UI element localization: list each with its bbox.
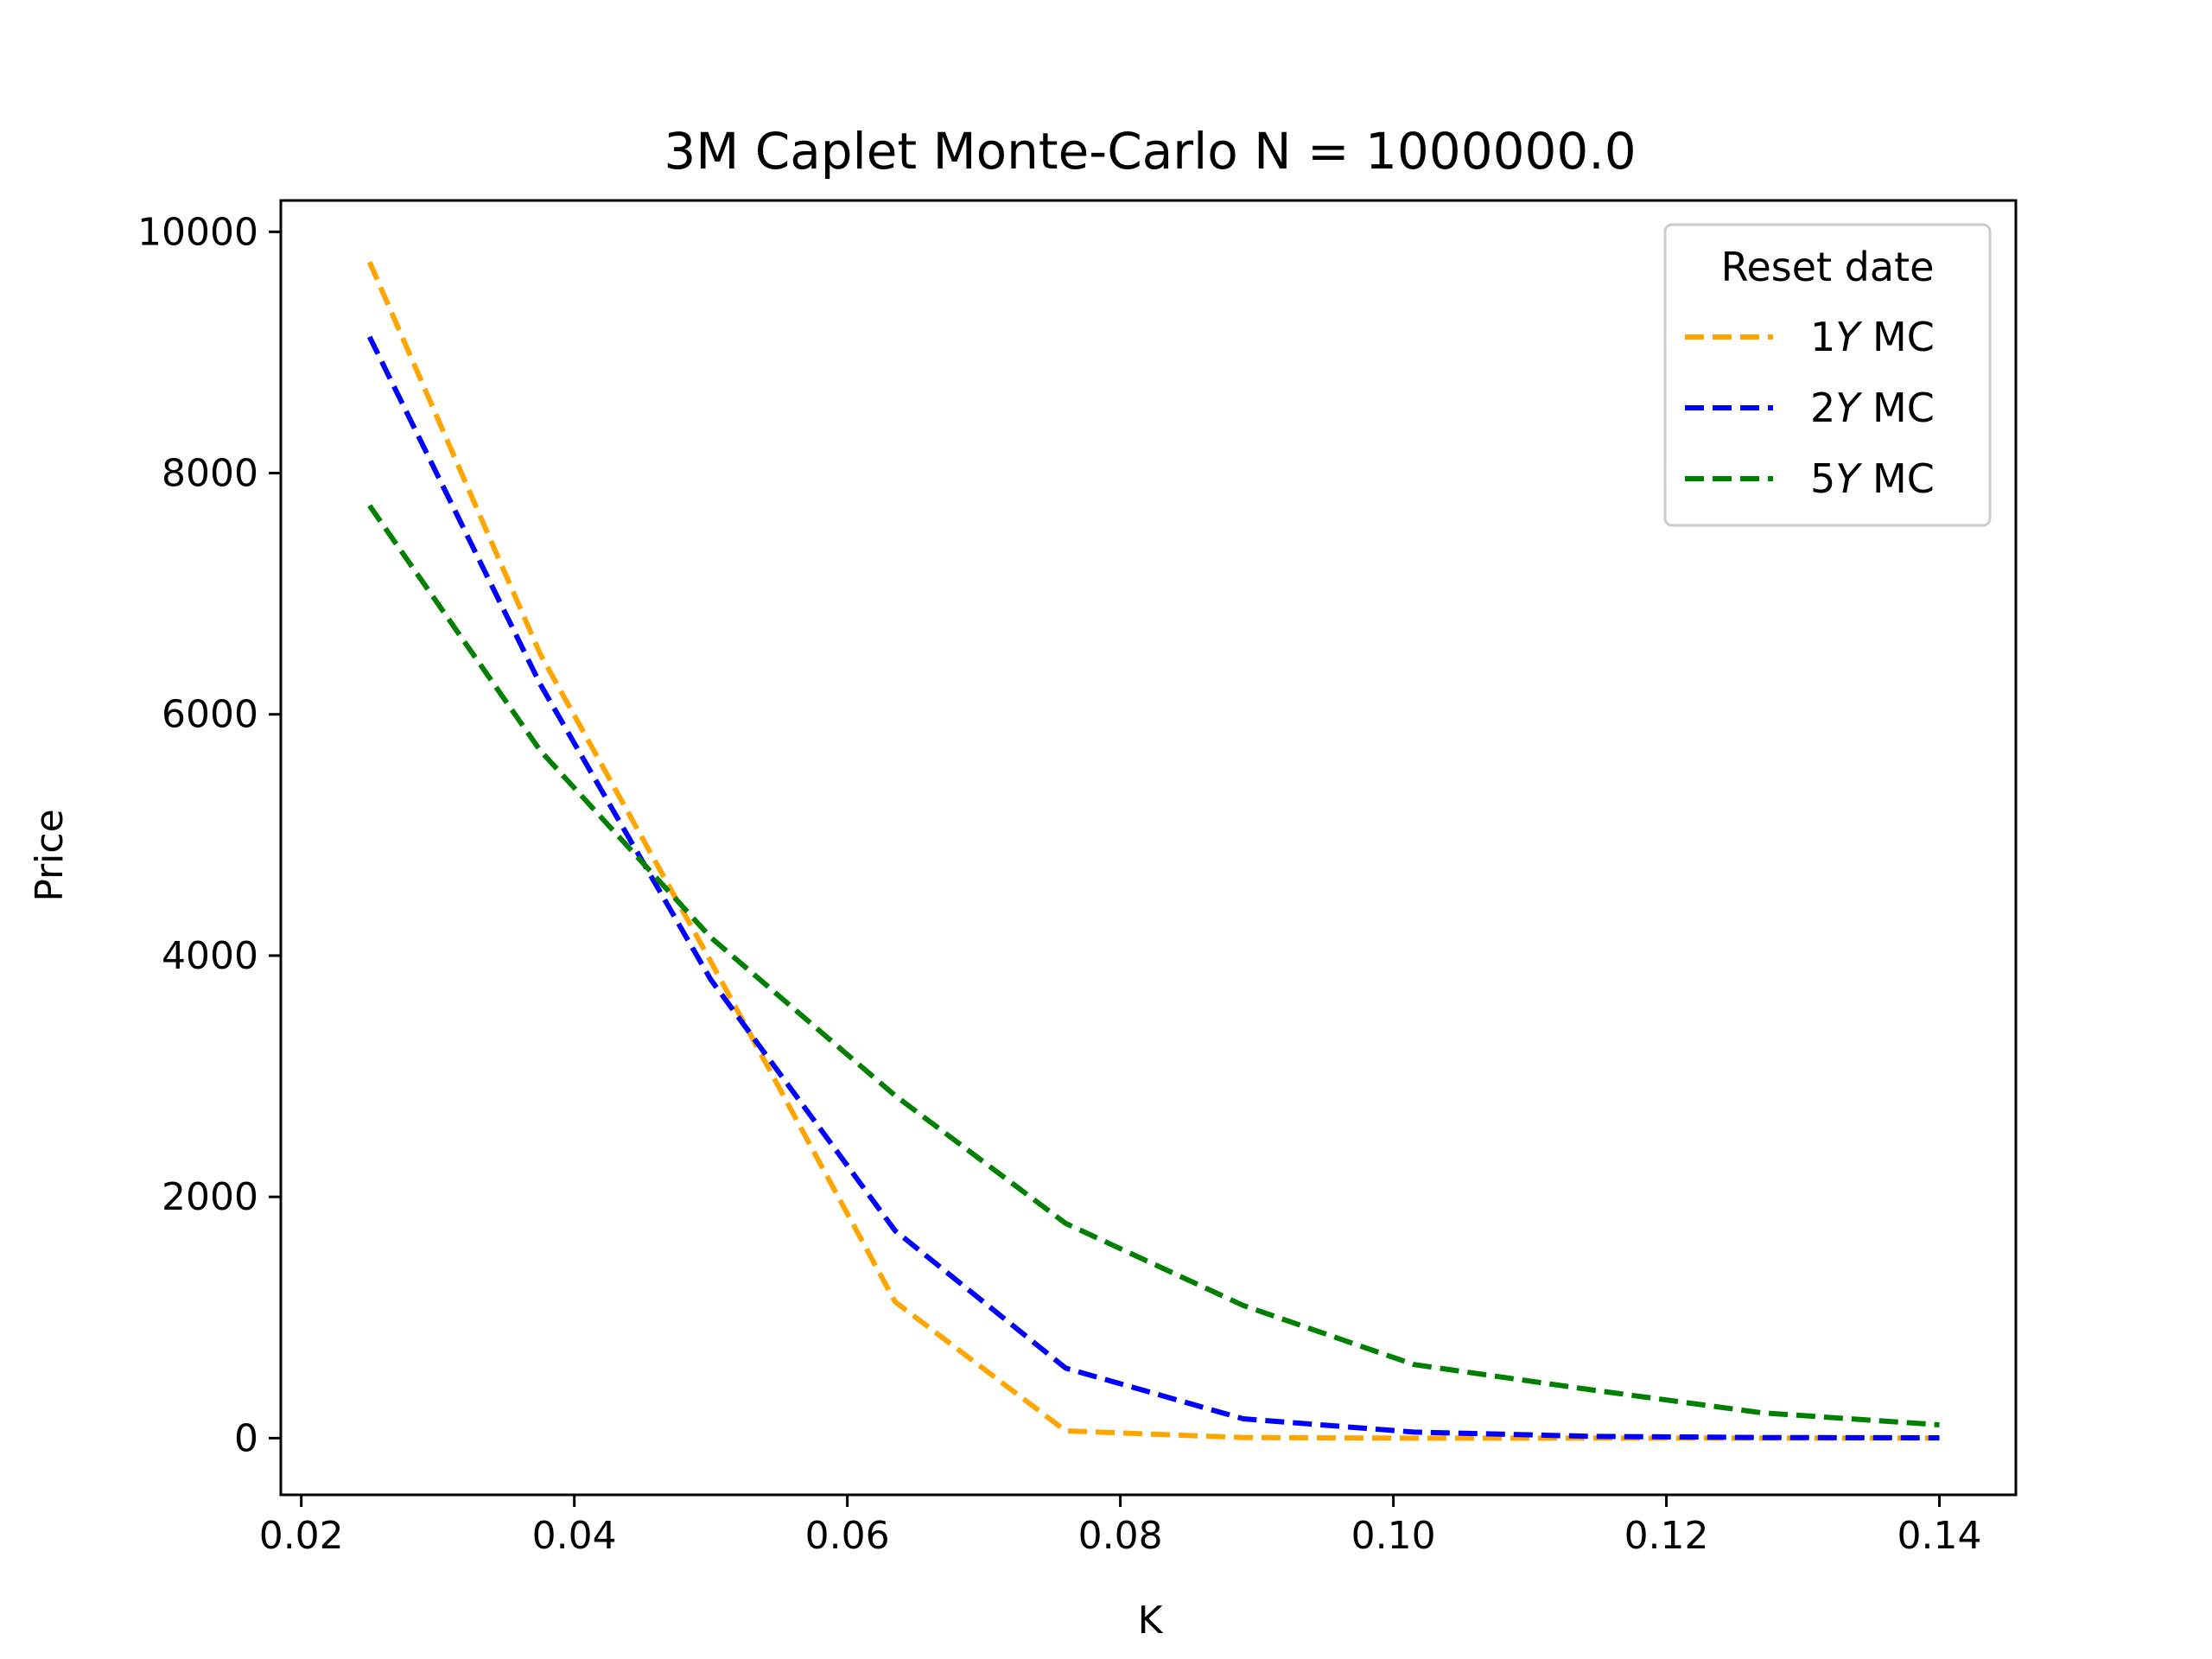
legend-label: 5Y MC xyxy=(1810,455,1935,502)
plot-area xyxy=(279,199,2018,1497)
axes-frame xyxy=(279,199,2018,1497)
y-tick-label: 4000 xyxy=(162,934,258,978)
legend-entries: 1Y MC 2Y MC 5Y MC xyxy=(1685,314,1935,502)
series-line xyxy=(367,504,1940,1427)
x-tick-label: 0.08 xyxy=(1078,1514,1163,1558)
x-tick-label: 0.04 xyxy=(532,1514,617,1558)
y-tick-label: 6000 xyxy=(162,693,258,737)
x-axis: 0.02 0.04 0.06 0.08 0.10 0.12 0.14 xyxy=(259,1495,1982,1558)
series-2y-mc xyxy=(367,335,1940,1440)
y-tick-label: 8000 xyxy=(162,452,258,496)
series-line xyxy=(367,335,1940,1440)
x-tick-label: 0.12 xyxy=(1624,1514,1709,1558)
x-tick-label: 0.02 xyxy=(259,1514,344,1558)
series-1y-mc xyxy=(366,261,1940,1441)
x-tick-label: 0.10 xyxy=(1351,1514,1436,1558)
x-tick-label: 0.06 xyxy=(805,1514,890,1558)
legend: Reset date 1Y MC 2Y MC 5Y MC xyxy=(1663,223,1992,527)
x-axis-label: K xyxy=(1138,1599,1164,1643)
y-tick-label: 2000 xyxy=(162,1175,258,1219)
chart-title: 3M Caplet Monte-Carlo N = 1000000.0 xyxy=(664,122,1636,181)
x-tick-label: 0.14 xyxy=(1897,1514,1982,1558)
y-axis-label: Price xyxy=(28,809,72,901)
legend-title: Reset date xyxy=(1721,244,1935,290)
legend-label: 1Y MC xyxy=(1810,314,1935,360)
legend-label: 2Y MC xyxy=(1810,385,1935,431)
y-axis: 0 2000 4000 6000 8000 10000 xyxy=(137,210,281,1460)
series-layer xyxy=(366,261,1940,1441)
y-tick-label: 0 xyxy=(234,1416,258,1460)
series-5y-mc xyxy=(367,504,1940,1427)
y-tick-label: 10000 xyxy=(137,210,258,254)
series-line xyxy=(366,261,1940,1441)
legend-box xyxy=(1663,223,1992,527)
